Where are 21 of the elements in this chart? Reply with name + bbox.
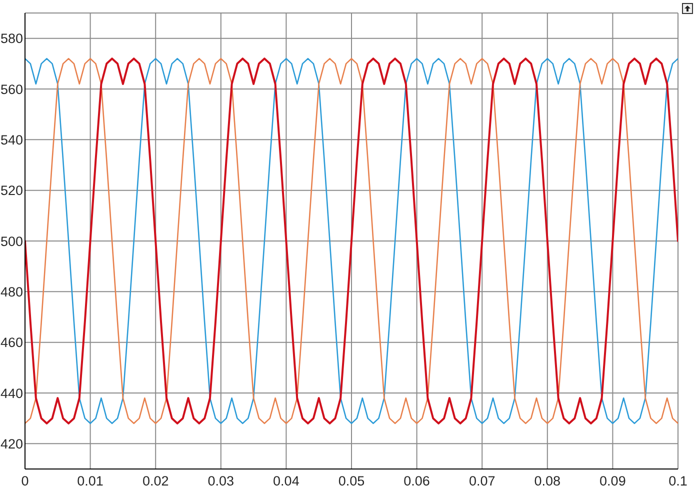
x-tick-label: 0.1 <box>668 474 688 489</box>
x-tick-label: 0.04 <box>273 474 300 489</box>
y-tick-label: 520 <box>0 183 23 198</box>
line-series <box>25 58 678 424</box>
y-tick-label: 540 <box>0 132 23 148</box>
y-tick-label: 500 <box>0 234 23 249</box>
x-tick-label: 0.01 <box>77 474 104 489</box>
x-tick-label: 0.02 <box>142 474 169 489</box>
y-tick-label: 480 <box>0 284 23 300</box>
y-tick-label: 420 <box>0 436 23 452</box>
x-tick-label: 0.06 <box>404 474 430 489</box>
x-tick-label: 0 <box>21 474 29 489</box>
x-tick-label: 0.08 <box>534 474 561 489</box>
y-tick-label: 560 <box>0 82 23 97</box>
x-tick-label: 0.07 <box>468 474 496 489</box>
y-tick-label: 580 <box>0 31 23 46</box>
x-tick-label: 0.05 <box>338 474 365 489</box>
x-tick-label: 0.09 <box>600 474 626 489</box>
x-tick-label: 0.03 <box>208 474 234 489</box>
y-tick-label: 460 <box>0 335 23 350</box>
y-tick-label: 440 <box>0 386 23 401</box>
